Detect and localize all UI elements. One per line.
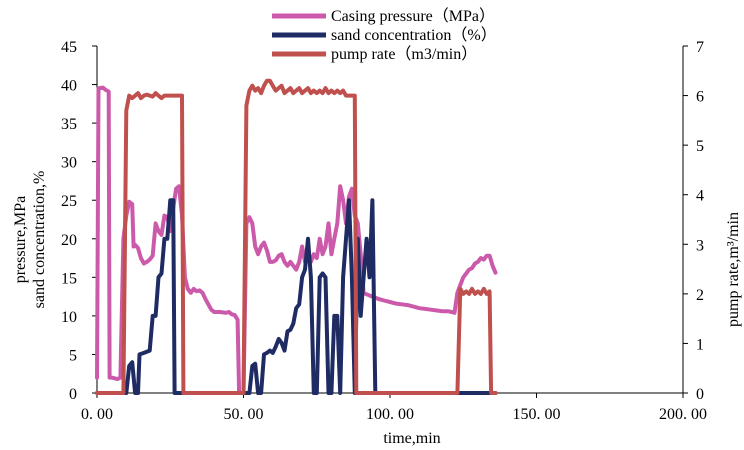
x-tick-label: 200. 00 (659, 406, 707, 423)
y-right-tick-label: 3 (696, 237, 704, 254)
plot-lines (95, 78, 498, 395)
y-left-tick-label: 45 (61, 39, 77, 56)
y-axis-left-title-line-2: pressure,MPa (12, 196, 29, 284)
legend-label-2: pump rate（m3/min） (331, 45, 477, 63)
y-right-tick-label: 6 (696, 89, 704, 106)
y-axis-right-title: pump rate,m³/min (725, 212, 742, 327)
y-axis-left-title-line-1: sand concentration,% (31, 171, 48, 309)
y-left-tick-label: 15 (61, 270, 77, 287)
y-right-tick-label: 7 (696, 39, 704, 56)
y-left-tick-label: 5 (69, 347, 77, 364)
y-right-tick-label: 4 (696, 188, 704, 205)
y-right-tick-label: 1 (696, 336, 704, 353)
y-left-tick-label: 40 (61, 78, 77, 95)
y-left-tick-label: 0 (69, 386, 77, 403)
x-tick-label: 100. 00 (366, 406, 414, 423)
legend-label-0: Casing pressure（MPa） (331, 7, 495, 25)
series-line-2 (95, 78, 498, 395)
legend: Casing pressure（MPa）sand concentration（%… (272, 7, 497, 63)
legend-label-1: sand concentration（%） (331, 26, 497, 44)
y-left-tick-label: 10 (61, 309, 77, 326)
y-left-tick-label: 30 (61, 155, 77, 172)
x-axis-title: time,min (383, 430, 440, 447)
y-left-tick-label: 25 (61, 193, 77, 210)
series-line-0 (95, 85, 498, 395)
y-right-tick-label: 5 (696, 138, 704, 155)
y-left-tick-label: 35 (61, 116, 77, 133)
x-tick-label: 0. 00 (81, 406, 113, 423)
y-right-tick-label: 0 (696, 386, 704, 403)
x-tick-label: 50. 00 (224, 406, 264, 423)
x-tick-label: 150. 00 (513, 406, 561, 423)
y-right-tick-label: 2 (696, 287, 704, 304)
y-left-tick-label: 20 (61, 232, 77, 249)
